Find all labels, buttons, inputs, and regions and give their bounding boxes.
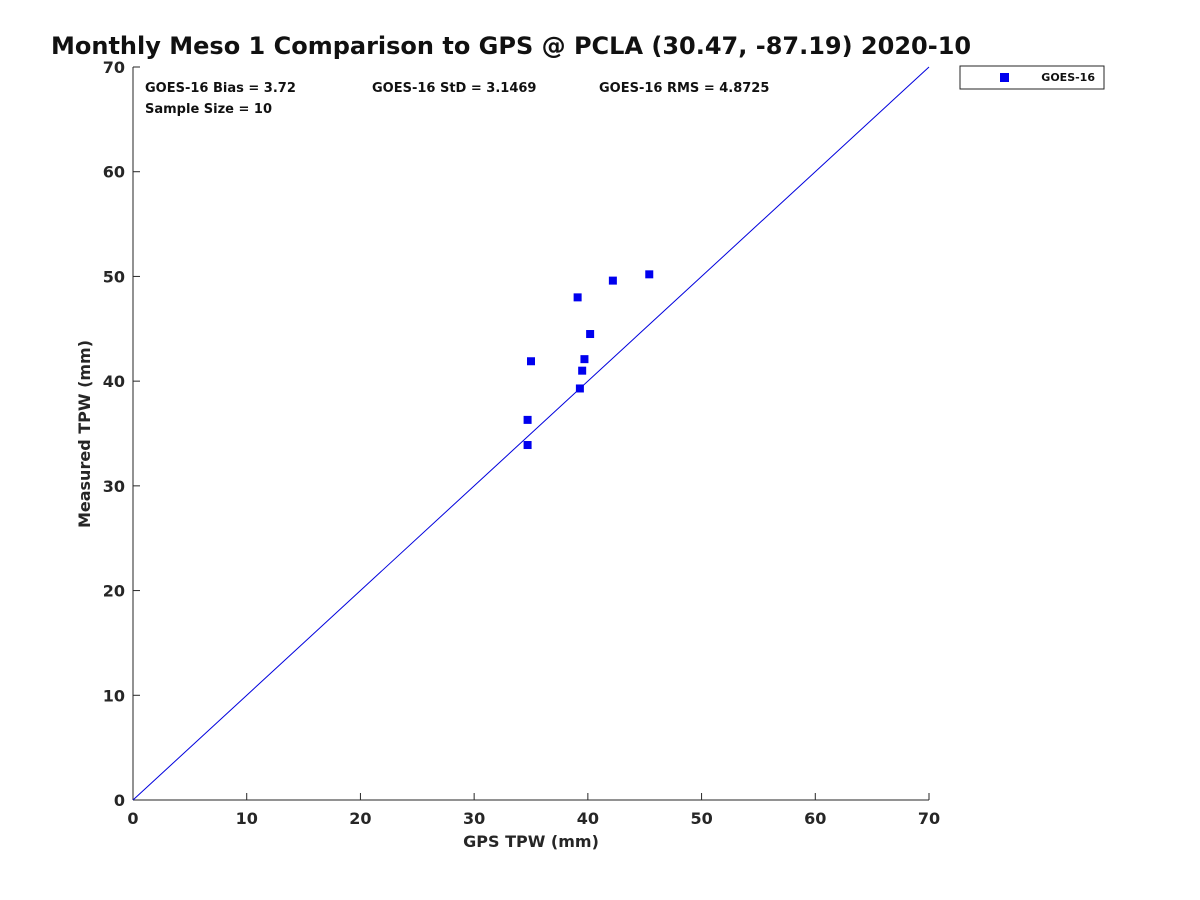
x-tick-label: 0 [127, 809, 138, 828]
data-point [523, 415, 532, 424]
x-tick-label: 70 [918, 809, 940, 828]
x-tick-label: 20 [349, 809, 371, 828]
data-point [573, 293, 582, 302]
x-axis-ticks: 0 10 20 30 40 50 60 70 [127, 793, 940, 828]
one-to-one-line [132, 66, 930, 801]
y-tick-label: 40 [103, 372, 125, 391]
legend-marker-goes-16 [1000, 73, 1009, 82]
reference-line [132, 66, 930, 801]
x-tick-label: 30 [463, 809, 485, 828]
legend-box [959, 65, 1105, 90]
sample-size-annotation: Sample Size = 10 [145, 102, 272, 117]
x-tick-label: 50 [690, 809, 712, 828]
bias-annotation: GOES-16 Bias = 3.72 [145, 81, 296, 96]
data-point [586, 330, 595, 339]
data-point [580, 355, 589, 364]
data-points [523, 270, 654, 450]
y-tick-label: 20 [103, 582, 125, 601]
x-axis-label: GPS TPW (mm) [463, 832, 599, 851]
y-tick-label: 30 [103, 477, 125, 496]
y-tick-label: 0 [114, 791, 125, 810]
data-point [523, 441, 532, 450]
std-annotation: GOES-16 StD = 3.1469 [372, 81, 536, 96]
y-tick-label: 50 [103, 267, 125, 286]
y-axis-label: Measured TPW (mm) [75, 340, 94, 528]
rms-annotation: GOES-16 RMS = 4.8725 [599, 81, 769, 96]
x-tick-label: 40 [577, 809, 599, 828]
legend: GOES-16 [959, 65, 1105, 90]
y-axis-ticks: 0 10 20 30 40 50 60 70 [103, 58, 140, 810]
y-tick-label: 10 [103, 686, 125, 705]
x-tick-label: 60 [804, 809, 826, 828]
y-tick-label: 70 [103, 58, 125, 77]
data-point [578, 366, 587, 375]
data-point [608, 276, 617, 285]
x-tick-label: 10 [236, 809, 258, 828]
y-tick-label: 60 [103, 163, 125, 182]
data-point [645, 270, 654, 279]
data-point [527, 357, 535, 366]
legend-label-goes-16: GOES-16 [1041, 71, 1095, 84]
data-point [575, 384, 584, 393]
chart-title: Monthly Meso 1 Comparison to GPS @ PCLA … [51, 32, 971, 60]
